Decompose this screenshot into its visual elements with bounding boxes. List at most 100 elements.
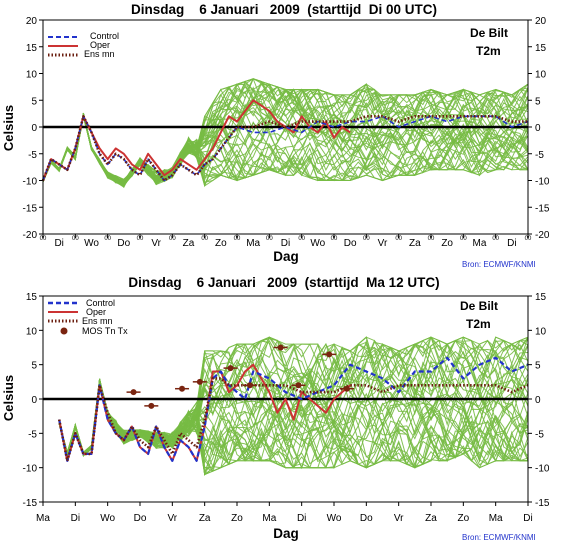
chart1-source: Bron: ECMWF/KNMI [462, 260, 536, 269]
chart2-mos-point [179, 385, 186, 392]
chart1-day-label: Di [281, 238, 290, 249]
chart2-legend-mos-swatch [60, 327, 68, 335]
chart2-day-label: Za [425, 513, 437, 524]
chart2-ytick-label-right: 15 [535, 292, 547, 303]
chart2-legend-control: Control [86, 298, 115, 308]
chart1-xtick-hour-label: 00 [201, 236, 208, 242]
chart1-xtick-hour-label: 00 [428, 236, 435, 242]
chart1-legend-ensmn: Ens mn [84, 49, 115, 59]
chart2-legend-oper: Oper [86, 307, 106, 317]
chart2-plot: -15 -15 -10 -10 -5 -5 0 0 5 5 10 10 15 15 Ma Di Wo Do Vr Za… [23, 292, 550, 524]
chart1-ytick-label-right: 5 [535, 96, 541, 107]
chart2-day-label: Vr [168, 513, 178, 524]
chart1-ytick-label-right: -5 [535, 150, 544, 161]
chart1-ensemble-member-line [42, 88, 528, 182]
chart1-xtick-hour-label: 00 [525, 236, 532, 242]
chart1-ytick-label-left: 0 [31, 123, 37, 134]
chart2-mos-point [295, 382, 302, 389]
chart1-ytick-label-left: -20 [23, 230, 38, 241]
chart1-ytick-label-right: 10 [535, 70, 547, 81]
chart2-parameter: T2m [466, 317, 491, 331]
chart2-day-label: Za [199, 513, 211, 524]
chart2-ytick-label-left: 10 [26, 326, 38, 337]
chart2-day-label: Ma [36, 513, 50, 524]
chart2-title: Dinsdag 6 Januari 2009 (starttijd Ma 12 … [128, 275, 439, 290]
chart1-station: De Bilt [470, 26, 508, 40]
chart1-xtick-hour-label: 00 [72, 236, 79, 242]
chart1-ytick-label-left: -15 [23, 203, 38, 214]
chart2-day-label: Vr [394, 513, 404, 524]
chart1-xtick-hour-label: 00 [169, 236, 176, 242]
chart1-day-label: Do [344, 238, 357, 249]
chart2-mos-point [277, 344, 284, 351]
chart2-station: De Bilt [460, 299, 498, 313]
chart2-mos-point [130, 389, 137, 396]
chart1-xtick-hour-label: 00 [331, 236, 338, 242]
chart2-ensemble-member-line [58, 343, 529, 455]
chart1-day-label: Di [54, 238, 63, 249]
chart1-ytick-label-left: -5 [28, 150, 37, 161]
chart2-series-oper-line [58, 363, 351, 462]
chart1-ytick-label-left: 10 [26, 70, 38, 81]
chart1-ytick-label-left: -10 [23, 177, 38, 188]
chart1-day-label: Ma [246, 238, 260, 249]
chart1-ytick-label-left: 15 [26, 43, 38, 54]
chart2-legend-ensmn: Ens mn [82, 316, 113, 326]
chart1-ytick-label-right: 15 [535, 43, 547, 54]
chart1-parameter: T2m [476, 44, 501, 58]
chart2-mos-point [227, 365, 234, 372]
chart1-ensemble-member-line [42, 91, 529, 184]
chart1-day-label: Wo [84, 238, 99, 249]
chart2-day-label: Do [360, 513, 373, 524]
chart2-day-label: Di [297, 513, 306, 524]
chart1-legend-control: Control [90, 31, 119, 41]
chart2-day-label: Di [523, 513, 532, 524]
chart2-source: Bron: ECMWF/KNMI [462, 533, 536, 542]
chart1-legend-oper: Oper [90, 40, 110, 50]
chart1-xtick-hour-label: 00 [492, 236, 499, 242]
chart2-day-label: Wo [100, 513, 115, 524]
chart2-day-label: Di [71, 513, 80, 524]
chart1-ensemble-member-line [42, 88, 529, 188]
chart2-ytick-label-left: 5 [31, 361, 37, 372]
chart2-ytick-label-right: 10 [535, 326, 547, 337]
chart2-ylabel: Celsius [1, 375, 16, 421]
chart1-xtick-hour-label: 00 [395, 236, 402, 242]
chart1-xtick-hour-label: 00 [234, 236, 241, 242]
chart1-day-label: Do [117, 238, 130, 249]
chart1-day-label: Zo [215, 238, 227, 249]
chart1-ylabel: Celsius [1, 105, 16, 151]
chart1-xtick-hour-label: 00 [363, 236, 370, 242]
chart1-ensemble-member-line [42, 78, 529, 186]
chart1-ytick-label-left: 5 [31, 96, 37, 107]
chart1-xtick-hour-label: 00 [266, 236, 273, 242]
chart2-mos-point [326, 351, 333, 358]
chart2-day-label: Zo [231, 513, 243, 524]
chart1-xtick-hour-label: 00 [298, 236, 305, 242]
chart2-legend-mos: MOS Tn Tx [82, 326, 128, 336]
chart2-ytick-label-right: -5 [535, 429, 544, 440]
chart2-ytick-label-right: 0 [535, 395, 541, 406]
chart2-day-label: Ma [262, 513, 276, 524]
chart1-ytick-label-right: -20 [535, 230, 550, 241]
chart2-day-label: Do [134, 513, 147, 524]
chart2-ytick-label-left: -15 [23, 498, 38, 509]
chart2-ytick-label-right: -15 [535, 498, 550, 509]
chart1-series-ensmn-line [41, 115, 528, 182]
chart1-ytick-label-right: 0 [535, 123, 541, 134]
chart2-mos-point [148, 402, 155, 409]
chart2-plot-frame [42, 295, 529, 503]
chart2-ytick-label-right: 5 [535, 361, 541, 372]
chart1-day-label: Za [409, 238, 421, 249]
chart1-plot-frame [42, 19, 529, 235]
chart1-xtick-hour-label: 00 [460, 236, 467, 242]
chart2-xlabel: Dag [273, 526, 299, 541]
chart1-day-label: Vr [151, 238, 161, 249]
chart2-ytick-label-left: -10 [23, 464, 38, 475]
chart2-ensemble-member-line [58, 382, 528, 471]
chart1-ytick-label-right: 20 [535, 16, 547, 27]
